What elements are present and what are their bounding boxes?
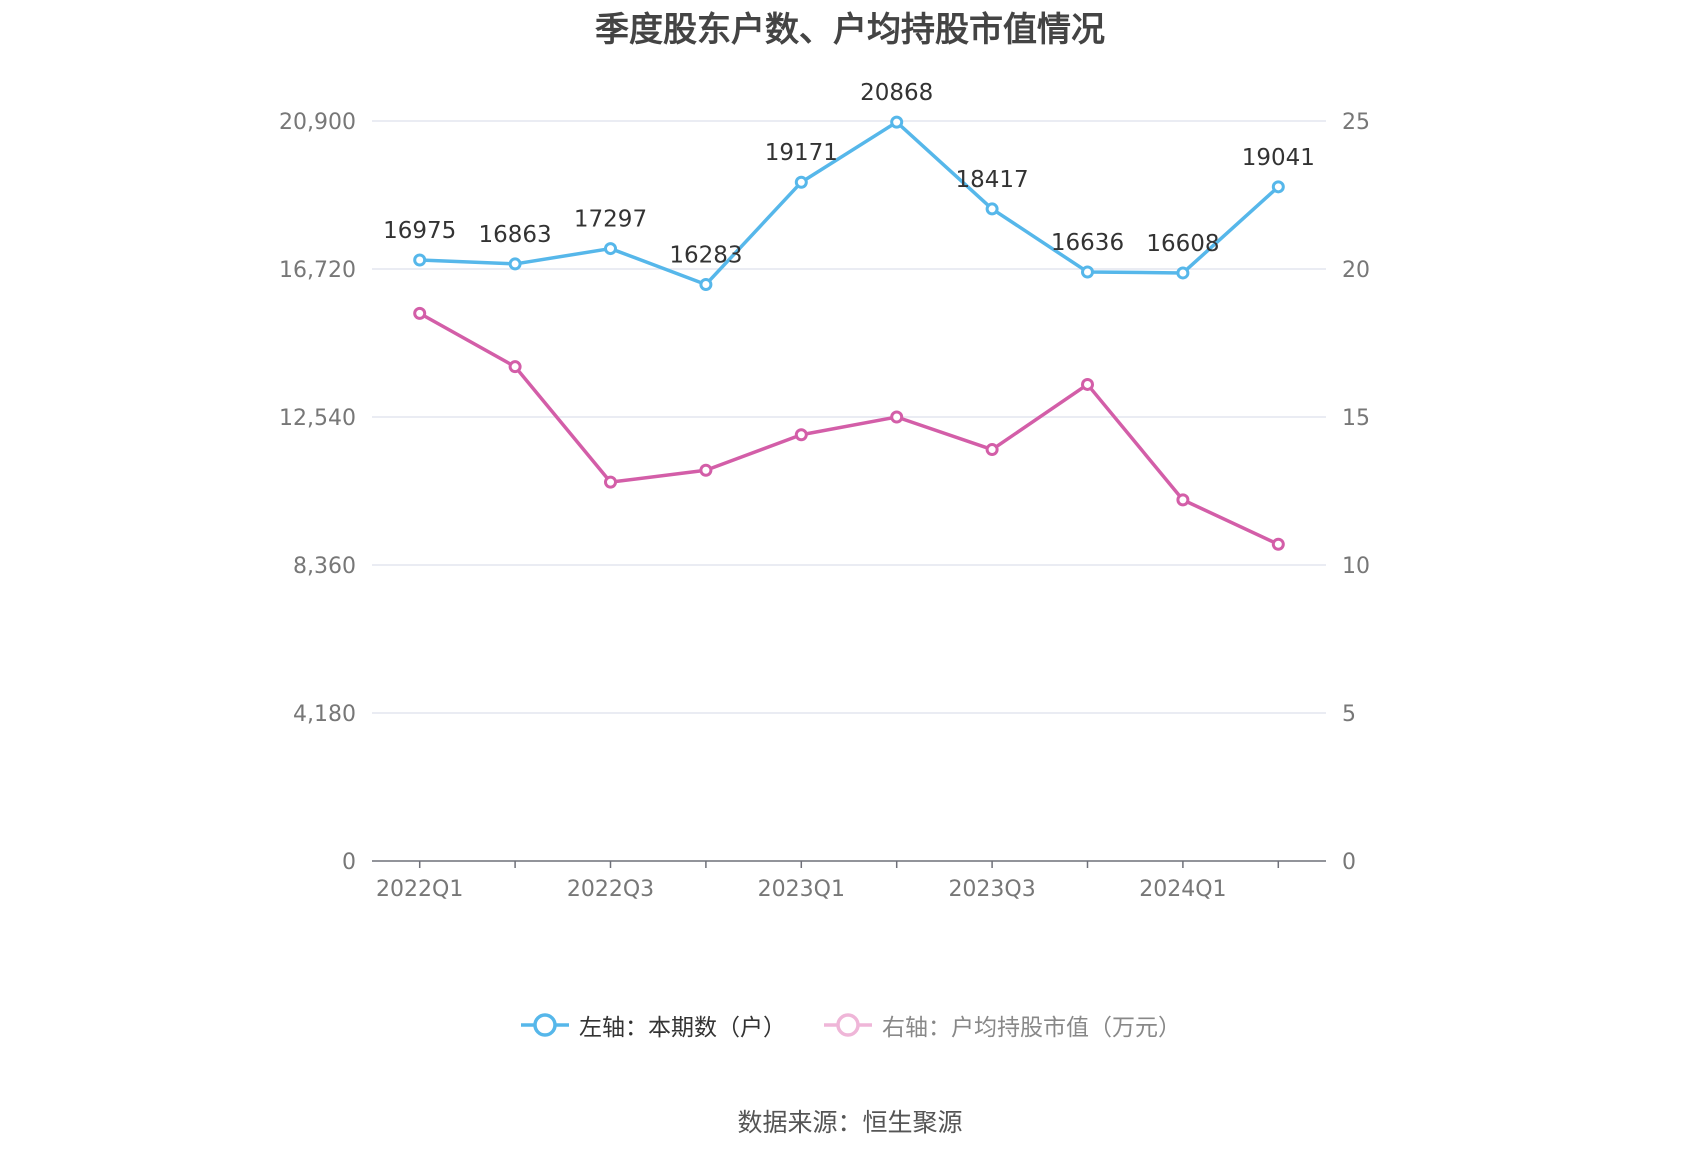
avg-value-data-point[interactable] xyxy=(890,410,904,424)
right-axis-tick-label: 15 xyxy=(1342,406,1370,431)
left-axis-tick-label: 20,900 xyxy=(279,110,356,135)
right-axis-tick-label: 0 xyxy=(1342,850,1356,875)
holders-data-label: 17297 xyxy=(574,207,647,233)
avg-value-data-point[interactable] xyxy=(1271,537,1285,551)
source-note: 数据来源：恒生聚源 xyxy=(737,1108,963,1137)
holders-data-point[interactable] xyxy=(508,257,522,271)
holders-data-point[interactable] xyxy=(604,242,617,256)
legend-item-holders[interactable]: 左轴：本期数（户） xyxy=(519,1008,786,1042)
legend: 左轴：本期数（户） 右轴：户均持股市值（万元） xyxy=(0,1008,1700,1042)
avg-value-series-line xyxy=(418,311,1280,546)
right-axis-tick-label: 25 xyxy=(1342,110,1370,135)
legend-item-avg-value[interactable]: 右轴：户均持股市值（万元） xyxy=(822,1008,1181,1042)
holders-data-point[interactable] xyxy=(413,253,427,267)
avg-value-data-point[interactable] xyxy=(794,428,808,442)
left-axis-tick-label: 0 xyxy=(342,850,356,875)
holders-data-label: 16608 xyxy=(1146,231,1219,257)
left-axis-tick-label: 8,360 xyxy=(293,554,356,579)
chart-title: 季度股东户数、户均持股市值情况 xyxy=(595,10,1105,50)
x-axis-tick-label: 2024Q1 xyxy=(1139,877,1226,902)
avg-value-data-point[interactable] xyxy=(1081,377,1094,391)
data-labels: 16975 16863 17297 16283 19171 20868 18417 16636… xyxy=(383,80,1315,268)
holders-data-point[interactable] xyxy=(1081,265,1094,279)
holders-series-line xyxy=(419,120,1280,287)
legend-label-holders: 左轴：本期数（户） xyxy=(579,1015,786,1041)
left-axis-tick-label: 4,180 xyxy=(293,702,356,727)
x-axis-tick-label: 2022Q3 xyxy=(567,877,654,902)
holders-data-point[interactable] xyxy=(699,277,713,291)
holders-data-label: 16636 xyxy=(1051,230,1124,256)
holders-data-label: 20868 xyxy=(860,80,933,106)
holders-data-label: 19171 xyxy=(765,140,838,166)
axes: 0 4,180 8,360 12,540 16,720 20,900 0 5 10 15 20 25 2… xyxy=(279,110,1370,902)
avg-value-data-point[interactable] xyxy=(985,443,999,457)
legend-label-avg-value: 右轴：户均持股市值（万元） xyxy=(882,1015,1181,1041)
right-axis-tick-label: 20 xyxy=(1342,258,1370,283)
series-lines xyxy=(413,115,1285,551)
holders-data-label: 16283 xyxy=(669,242,742,268)
avg-value-data-point[interactable] xyxy=(1176,493,1190,507)
legend-line-circle-icon xyxy=(521,1013,569,1037)
holders-data-point[interactable] xyxy=(890,115,904,129)
x-axis-tick-label: 2023Q3 xyxy=(948,877,1035,902)
avg-value-data-point[interactable] xyxy=(604,475,617,489)
right-axis-tick-label: 10 xyxy=(1342,554,1370,579)
grid-lines xyxy=(372,120,1326,714)
holders-data-point[interactable] xyxy=(1176,266,1190,280)
holders-data-point[interactable] xyxy=(1271,180,1285,194)
holders-data-point[interactable] xyxy=(985,202,999,216)
x-axis-tick-label: 2023Q1 xyxy=(758,877,845,902)
avg-value-data-point[interactable] xyxy=(508,360,522,374)
x-axis-tick-label: 2022Q1 xyxy=(376,877,463,902)
avg-value-data-point[interactable] xyxy=(699,463,713,477)
holders-data-point[interactable] xyxy=(794,175,808,189)
legend-line-circle-icon xyxy=(824,1013,872,1037)
holders-data-label: 16863 xyxy=(479,222,552,248)
holders-data-label: 19041 xyxy=(1242,145,1315,171)
right-axis-tick-label: 5 xyxy=(1342,702,1356,727)
holders-data-label: 18417 xyxy=(956,167,1029,193)
avg-value-data-point[interactable] xyxy=(413,306,427,320)
left-axis-tick-label: 16,720 xyxy=(279,258,356,283)
left-axis-tick-label: 12,540 xyxy=(279,406,356,431)
holders-data-label: 16975 xyxy=(383,218,456,244)
